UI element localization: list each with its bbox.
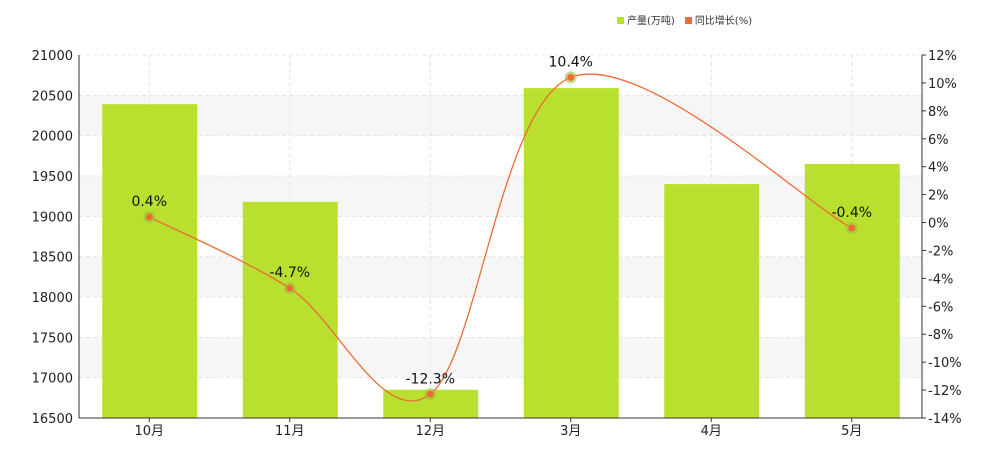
data-label: -0.4% bbox=[831, 205, 872, 221]
left-tick-label: 19500 bbox=[32, 170, 73, 185]
right-tick-label: -6% bbox=[928, 300, 953, 315]
right-tick-label: -12% bbox=[928, 384, 962, 399]
point-11月 bbox=[286, 284, 294, 292]
left-tick-label: 17000 bbox=[32, 372, 73, 387]
x-tick-label: 3月 bbox=[560, 424, 581, 439]
x-tick-label: 10月 bbox=[134, 424, 164, 439]
right-tick-label: 0% bbox=[928, 217, 949, 232]
left-tick-label: 17500 bbox=[32, 331, 73, 346]
data-label: 10.4% bbox=[549, 54, 593, 70]
bar-3月 bbox=[523, 88, 619, 418]
left-tick-label: 20000 bbox=[32, 130, 73, 145]
x-tick-label: 4月 bbox=[701, 424, 722, 439]
left-tick-label: 16500 bbox=[32, 412, 73, 427]
right-tick-label: 12% bbox=[928, 49, 957, 64]
right-tick-label: -4% bbox=[928, 272, 953, 287]
right-tick-label: 10% bbox=[928, 77, 957, 92]
left-tick-label: 20500 bbox=[32, 89, 73, 104]
right-tick-label: 2% bbox=[928, 189, 949, 204]
left-tick-label: 19000 bbox=[32, 210, 73, 225]
grid-band bbox=[79, 95, 922, 136]
right-tick-label: -10% bbox=[928, 356, 962, 371]
legend-item-bar[interactable]: 产量(万吨) bbox=[617, 12, 675, 27]
right-tick-label: 6% bbox=[928, 133, 949, 148]
legend: 产量(万吨) 同比增长(%) bbox=[617, 12, 752, 27]
bar-4月 bbox=[664, 184, 760, 418]
data-label: -4.7% bbox=[269, 265, 310, 281]
bar-5月 bbox=[804, 163, 900, 418]
left-tick-label: 18000 bbox=[32, 291, 73, 306]
data-label: -12.3% bbox=[405, 371, 455, 387]
right-tick-label: -14% bbox=[928, 412, 962, 427]
legend-item-line[interactable]: 同比增长(%) bbox=[684, 12, 752, 27]
grid-band bbox=[79, 256, 922, 297]
grid-band bbox=[79, 337, 922, 378]
grid-band bbox=[79, 176, 922, 217]
point-5月 bbox=[848, 224, 856, 232]
right-tick-label: 8% bbox=[928, 105, 949, 120]
growth-line bbox=[148, 73, 853, 402]
point-3月 bbox=[567, 73, 575, 81]
left-tick-label: 21000 bbox=[32, 49, 73, 64]
point-10月 bbox=[145, 213, 153, 221]
right-tick-label: 4% bbox=[928, 161, 949, 176]
x-tick-label: 12月 bbox=[415, 424, 445, 439]
x-tick-label: 5月 bbox=[841, 424, 862, 439]
data-label: 0.4% bbox=[131, 194, 167, 210]
left-tick-label: 18500 bbox=[32, 251, 73, 266]
right-tick-label: -2% bbox=[928, 244, 953, 259]
bar-10月 bbox=[102, 104, 198, 418]
right-tick-label: -8% bbox=[928, 328, 953, 343]
point-12月 bbox=[426, 390, 434, 398]
bar-11月 bbox=[242, 201, 338, 418]
x-tick-label: 11月 bbox=[275, 424, 305, 439]
